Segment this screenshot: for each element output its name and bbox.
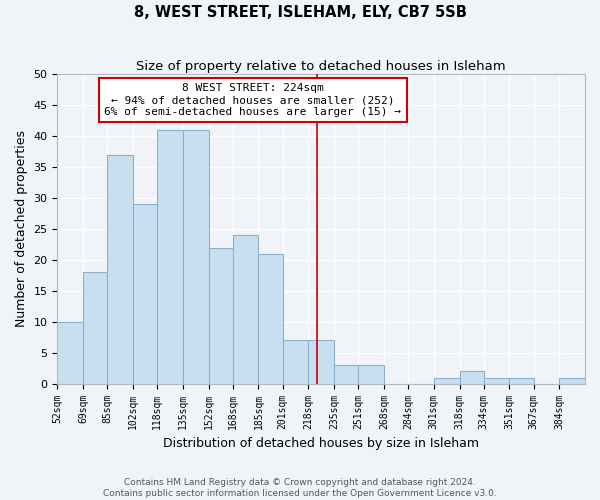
Bar — [460, 372, 484, 384]
Text: 8 WEST STREET: 224sqm
← 94% of detached houses are smaller (252)
6% of semi-deta: 8 WEST STREET: 224sqm ← 94% of detached … — [104, 84, 401, 116]
Text: Contains HM Land Registry data © Crown copyright and database right 2024.
Contai: Contains HM Land Registry data © Crown c… — [103, 478, 497, 498]
Y-axis label: Number of detached properties: Number of detached properties — [15, 130, 28, 328]
Bar — [183, 130, 209, 384]
Bar — [157, 130, 183, 384]
Bar — [233, 235, 259, 384]
Bar — [358, 365, 384, 384]
Bar — [509, 378, 533, 384]
Text: 8, WEST STREET, ISLEHAM, ELY, CB7 5SB: 8, WEST STREET, ISLEHAM, ELY, CB7 5SB — [134, 5, 466, 20]
Bar — [259, 254, 283, 384]
Bar — [484, 378, 509, 384]
Bar — [83, 272, 107, 384]
Bar — [434, 378, 460, 384]
Bar — [209, 248, 233, 384]
Bar — [107, 154, 133, 384]
Bar — [58, 322, 83, 384]
Bar — [283, 340, 308, 384]
Bar — [308, 340, 334, 384]
Bar — [334, 365, 358, 384]
Title: Size of property relative to detached houses in Isleham: Size of property relative to detached ho… — [136, 60, 506, 73]
Bar — [133, 204, 157, 384]
Bar — [559, 378, 585, 384]
X-axis label: Distribution of detached houses by size in Isleham: Distribution of detached houses by size … — [163, 437, 479, 450]
